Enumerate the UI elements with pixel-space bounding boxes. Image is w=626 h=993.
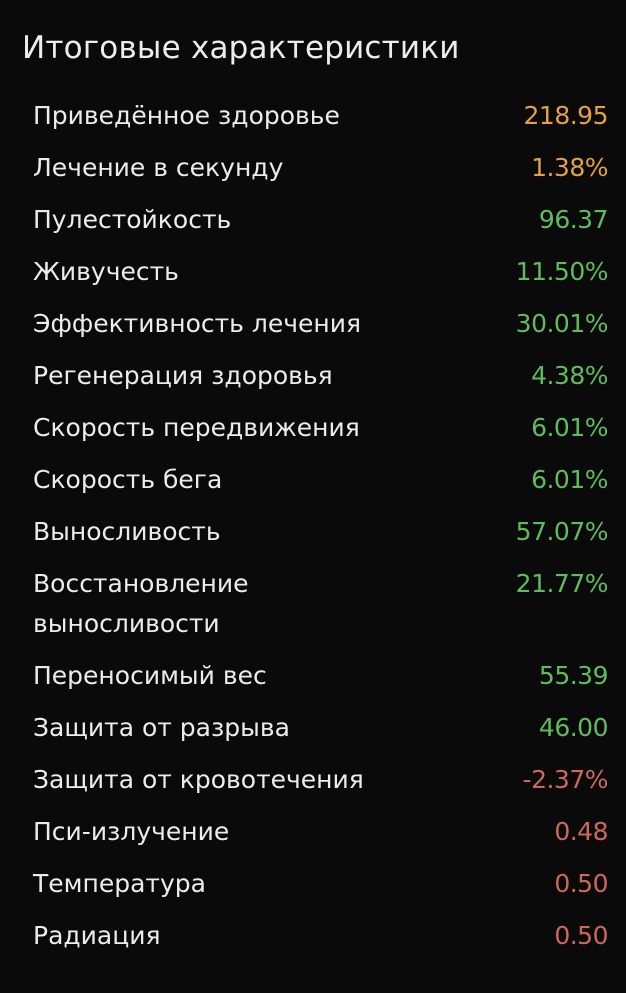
stat-row: Переносимый вес 55.39 xyxy=(33,656,609,696)
stat-value: 6.01% xyxy=(531,413,608,442)
stat-row: Эффективность лечения 30.01% xyxy=(33,304,609,344)
stat-row: Регенерация здоровья 4.38% xyxy=(33,356,608,396)
stat-value: 0.50 xyxy=(554,869,608,898)
stat-row: Защита от кровотечения -2.37% xyxy=(33,760,609,800)
stat-value: 4.38% xyxy=(531,361,608,390)
stat-value: -2.37% xyxy=(522,765,609,794)
stat-row: Радиация 0.50 xyxy=(33,916,608,956)
stat-value: 46.00 xyxy=(538,713,609,742)
stat-value: 218.95 xyxy=(523,101,609,130)
stat-label: Защита от разрыва xyxy=(33,713,290,742)
stat-row: Выносливость 57.07% xyxy=(33,512,609,552)
stat-value: 96.37 xyxy=(538,205,609,234)
stat-row: Лечение в секунду 1.38% xyxy=(33,148,608,188)
stat-label: Регенерация здоровья xyxy=(33,361,333,390)
stat-value: 0.50 xyxy=(554,921,608,950)
stats-list: Приведённое здоровье 218.95 Лечение в секу… xyxy=(33,96,609,968)
stat-label: Температура xyxy=(33,869,206,898)
stat-label: Лечение в секунду xyxy=(33,153,284,182)
stat-label: Радиация xyxy=(33,921,161,950)
stat-row: Восстановление выносливости 21.77% xyxy=(33,564,609,644)
stat-value: 11.50% xyxy=(515,257,609,286)
stat-value: 0.48 xyxy=(554,817,608,846)
stat-value: 1.38% xyxy=(531,153,608,182)
stat-row: Скорость бега 6.01% xyxy=(33,460,608,500)
stat-value: 55.39 xyxy=(538,661,609,690)
stat-row: Приведённое здоровье 218.95 xyxy=(33,96,609,136)
stat-value: 6.01% xyxy=(531,465,608,494)
stat-row: Скорость передвижения 6.01% xyxy=(33,408,608,448)
stat-label: Переносимый вес xyxy=(33,661,267,690)
stat-row: Живучесть 11.50% xyxy=(33,252,609,292)
stat-row: Пулестойкость 96.37 xyxy=(33,200,609,240)
stat-label: Эффективность лечения xyxy=(33,309,362,338)
stat-label: Пси-излучение xyxy=(33,817,230,846)
stat-label: Пулестойкость xyxy=(33,205,232,234)
stat-label: Скорость передвижения xyxy=(33,413,360,442)
stat-label: Восстановление выносливости xyxy=(33,569,249,638)
stat-label: Защита от кровотечения xyxy=(33,765,364,794)
stat-label: Выносливость xyxy=(33,517,221,546)
section-title: Итоговые характеристики xyxy=(22,30,460,66)
stat-value: 57.07% xyxy=(515,517,609,546)
stat-value: 30.01% xyxy=(515,309,609,338)
stat-row: Пси-излучение 0.48 xyxy=(33,812,608,852)
stat-row: Защита от разрыва 46.00 xyxy=(33,708,609,748)
stat-row: Температура 0.50 xyxy=(33,864,608,904)
stat-label: Приведённое здоровье xyxy=(33,101,340,130)
stat-label: Скорость бега xyxy=(33,465,223,494)
stat-label: Живучесть xyxy=(33,257,179,286)
stat-value: 21.77% xyxy=(515,569,609,598)
